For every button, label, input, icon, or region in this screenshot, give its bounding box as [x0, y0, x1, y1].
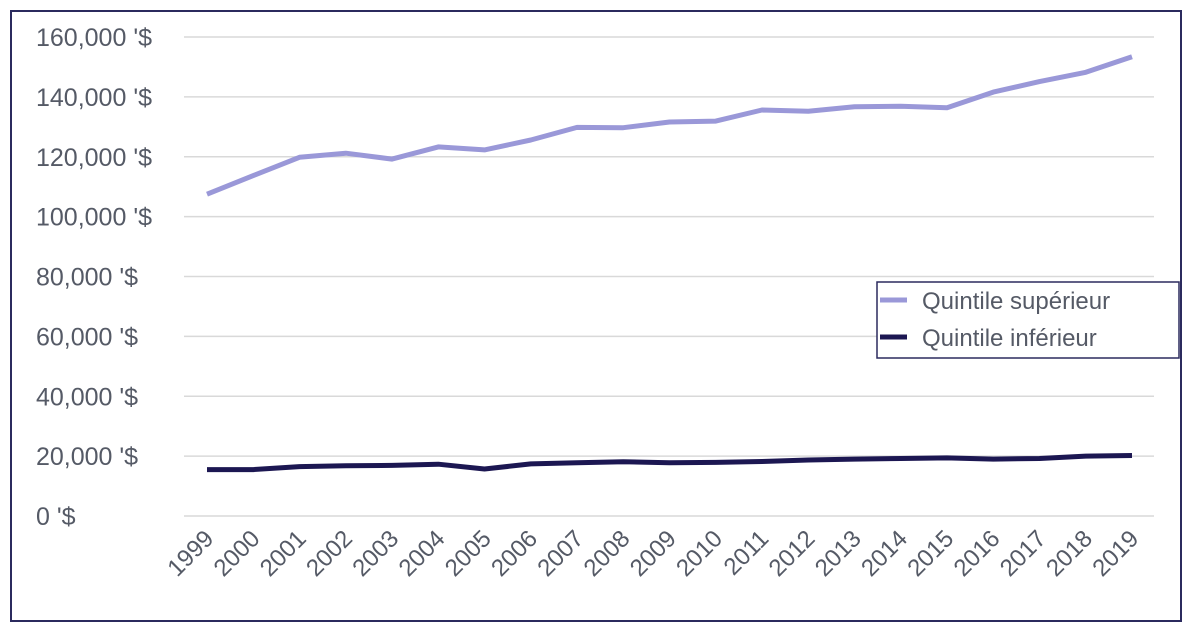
- y-tick-label: 100,000 '$: [36, 204, 152, 232]
- y-tick-label: 120,000 '$: [36, 144, 152, 172]
- x-tick-label: 2016: [949, 525, 1006, 582]
- line-chart: 0 '$ 20,000 '$ 40,000 '$ 60,000 '$ 80,000 '$…: [36, 24, 1180, 582]
- x-tick-label: 2015: [902, 525, 959, 582]
- x-tick-label: 2003: [347, 525, 404, 582]
- legend-label-quintile-inferieur: Quintile inférieur: [922, 325, 1097, 352]
- y-tick-label: 60,000 '$: [36, 323, 138, 351]
- x-tick-label: 2007: [532, 525, 589, 582]
- series-line-0: [206, 54, 1133, 197]
- x-tick-label: 2010: [671, 525, 728, 582]
- legend: Quintile supérieur Quintile inférieur: [876, 281, 1180, 359]
- x-tick-label: 2008: [579, 525, 636, 582]
- x-tick-label: 2002: [301, 525, 358, 582]
- y-tick-label: 40,000 '$: [36, 383, 138, 411]
- x-tick-label: 2014: [856, 525, 913, 582]
- y-tick-label: 160,000 '$: [36, 24, 152, 52]
- x-tick-label: 2019: [1087, 525, 1144, 582]
- x-tick-label: 2005: [440, 525, 497, 582]
- series-line-1: [207, 453, 1133, 473]
- x-tick-label: 1999: [162, 525, 219, 582]
- x-tick-label: 2006: [486, 525, 543, 582]
- x-tick-label: 2000: [209, 525, 266, 582]
- x-axis-ticks: 1999200020012002200320042005200620072008…: [162, 525, 1144, 582]
- y-tick-label: 140,000 '$: [36, 84, 152, 112]
- x-tick-label: 2013: [810, 525, 867, 582]
- y-axis-ticks: 0 '$ 20,000 '$ 40,000 '$ 60,000 '$ 80,000 '$…: [36, 24, 152, 531]
- x-tick-label: 2011: [719, 525, 775, 581]
- x-tick-label: 2012: [764, 525, 821, 582]
- x-tick-label: 2017: [995, 525, 1052, 582]
- y-tick-label: 80,000 '$: [36, 264, 138, 292]
- x-tick-label: 2009: [625, 525, 682, 582]
- series-lines: [206, 54, 1133, 473]
- x-tick-label: 2018: [1041, 525, 1098, 582]
- legend-label-quintile-superieur: Quintile supérieur: [922, 288, 1110, 315]
- legend-box: [876, 281, 1180, 359]
- y-tick-label: 20,000 '$: [36, 443, 138, 471]
- y-tick-label: 0 '$: [36, 503, 76, 531]
- x-tick-label: 2001: [255, 525, 312, 582]
- chart-frame: 0 '$ 20,000 '$ 40,000 '$ 60,000 '$ 80,000 '$…: [10, 10, 1182, 622]
- gridlines: [184, 36, 1154, 517]
- x-tick-label: 2004: [394, 525, 451, 582]
